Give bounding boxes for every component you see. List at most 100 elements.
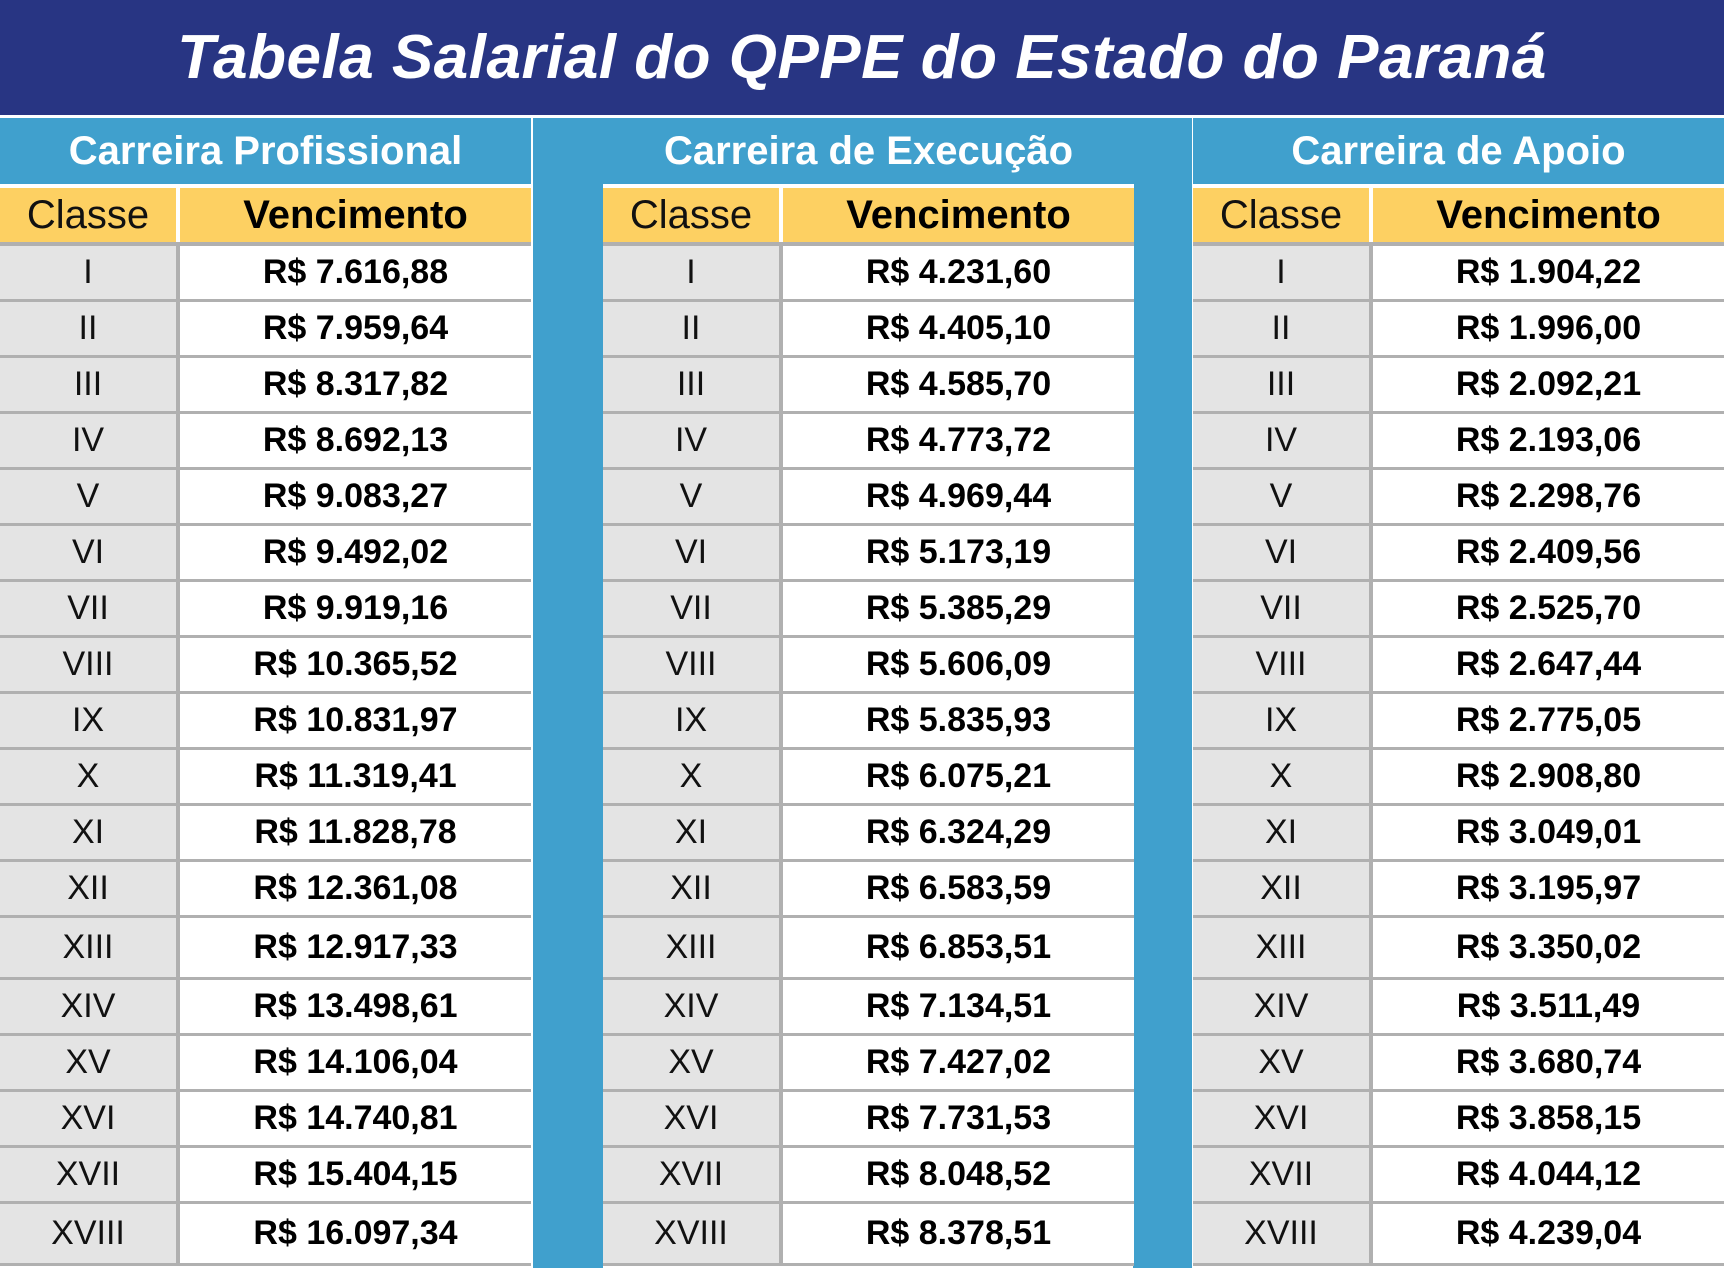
classe-cell: XIV — [1193, 980, 1373, 1033]
vencimento-cell: R$ 12.917,33 — [180, 918, 531, 977]
table-row: II R$ 4.405,10 — [603, 302, 1134, 358]
vencimento-cell: R$ 6.324,29 — [783, 806, 1134, 859]
table-row: I R$ 1.904,22 — [1193, 246, 1724, 302]
table-row: II R$ 7.959,64 — [0, 302, 531, 358]
classe-cell: VII — [603, 582, 783, 635]
classe-cell: XVII — [0, 1148, 180, 1201]
vencimento-cell: R$ 9.083,27 — [180, 470, 531, 523]
table-title: Carreira de Apoio — [1193, 118, 1724, 188]
classe-cell: II — [603, 302, 783, 355]
table-row: IX R$ 5.835,93 — [603, 694, 1134, 750]
salary-table: Carreira de Execução Classe Vencimento I… — [603, 118, 1134, 1266]
vencimento-cell: R$ 2.298,76 — [1373, 470, 1724, 523]
column-header-row: Classe Vencimento — [1193, 188, 1724, 246]
classe-cell: IV — [1193, 414, 1373, 467]
table-row: VIII R$ 10.365,52 — [0, 638, 531, 694]
classe-cell: V — [0, 470, 180, 523]
table-row: XVI R$ 7.731,53 — [603, 1092, 1134, 1148]
vencimento-cell: R$ 11.319,41 — [180, 750, 531, 803]
classe-cell: V — [603, 470, 783, 523]
vencimento-cell: R$ 1.996,00 — [1373, 302, 1724, 355]
classe-cell: III — [1193, 358, 1373, 411]
vencimento-cell: R$ 3.195,97 — [1373, 862, 1724, 915]
classe-cell: VIII — [1193, 638, 1373, 691]
table-row: VI R$ 5.173,19 — [603, 526, 1134, 582]
vencimento-cell: R$ 6.075,21 — [783, 750, 1134, 803]
table-row: XV R$ 7.427,02 — [603, 1036, 1134, 1092]
vencimento-cell: R$ 7.959,64 — [180, 302, 531, 355]
classe-cell: IX — [0, 694, 180, 747]
classe-cell: VI — [0, 526, 180, 579]
classe-cell: VI — [603, 526, 783, 579]
classe-cell: XI — [0, 806, 180, 859]
table-row: IX R$ 2.775,05 — [1193, 694, 1724, 750]
classe-cell: III — [0, 358, 180, 411]
table-row: VII R$ 5.385,29 — [603, 582, 1134, 638]
vencimento-cell: R$ 6.583,59 — [783, 862, 1134, 915]
vencimento-cell: R$ 3.858,15 — [1373, 1092, 1724, 1145]
vencimento-cell: R$ 11.828,78 — [180, 806, 531, 859]
vencimento-cell: R$ 2.647,44 — [1373, 638, 1724, 691]
table-row: V R$ 9.083,27 — [0, 470, 531, 526]
vencimento-cell: R$ 4.405,10 — [783, 302, 1134, 355]
classe-cell: VI — [1193, 526, 1373, 579]
vencimento-cell: R$ 12.361,08 — [180, 862, 531, 915]
table-row: IV R$ 4.773,72 — [603, 414, 1134, 470]
table-row: XV R$ 14.106,04 — [0, 1036, 531, 1092]
table-row: XVIII R$ 4.239,04 — [1193, 1204, 1724, 1266]
classe-cell: I — [0, 246, 180, 299]
classe-header: Classe — [0, 188, 180, 242]
classe-cell: I — [603, 246, 783, 299]
vencimento-cell: R$ 5.835,93 — [783, 694, 1134, 747]
classe-cell: VII — [0, 582, 180, 635]
classe-cell: XIII — [603, 918, 783, 977]
table-row: XVI R$ 14.740,81 — [0, 1092, 531, 1148]
table-row: VIII R$ 5.606,09 — [603, 638, 1134, 694]
table-row: V R$ 4.969,44 — [603, 470, 1134, 526]
table-row: IV R$ 8.692,13 — [0, 414, 531, 470]
classe-cell: XI — [603, 806, 783, 859]
vencimento-cell: R$ 4.773,72 — [783, 414, 1134, 467]
table-row: III R$ 4.585,70 — [603, 358, 1134, 414]
vencimento-cell: R$ 2.525,70 — [1373, 582, 1724, 635]
vencimento-cell: R$ 3.049,01 — [1373, 806, 1724, 859]
vencimento-cell: R$ 7.616,88 — [180, 246, 531, 299]
table-row: VII R$ 2.525,70 — [1193, 582, 1724, 638]
table-row: IX R$ 10.831,97 — [0, 694, 531, 750]
table-row: II R$ 1.996,00 — [1193, 302, 1724, 358]
table-row: I R$ 4.231,60 — [603, 246, 1134, 302]
vencimento-cell: R$ 2.193,06 — [1373, 414, 1724, 467]
vencimento-cell: R$ 4.239,04 — [1373, 1204, 1724, 1263]
table-title: Carreira de Execução — [603, 118, 1134, 188]
vencimento-cell: R$ 8.048,52 — [783, 1148, 1134, 1201]
salary-table: Carreira de Apoio Classe Vencimento I R$… — [1193, 118, 1724, 1266]
title-banner: Tabela Salarial do QPPE do Estado do Par… — [0, 0, 1724, 115]
vencimento-cell: R$ 14.740,81 — [180, 1092, 531, 1145]
classe-cell: IV — [603, 414, 783, 467]
classe-cell: XVIII — [1193, 1204, 1373, 1263]
classe-cell: XII — [0, 862, 180, 915]
vencimento-cell: R$ 2.409,56 — [1373, 526, 1724, 579]
vencimento-cell: R$ 9.492,02 — [180, 526, 531, 579]
vencimento-cell: R$ 6.853,51 — [783, 918, 1134, 977]
vencimento-cell: R$ 2.775,05 — [1373, 694, 1724, 747]
table-row: X R$ 2.908,80 — [1193, 750, 1724, 806]
table-row: III R$ 8.317,82 — [0, 358, 531, 414]
vencimento-cell: R$ 5.606,09 — [783, 638, 1134, 691]
vencimento-cell: R$ 2.092,21 — [1373, 358, 1724, 411]
classe-cell: XVI — [1193, 1092, 1373, 1145]
classe-cell: XV — [0, 1036, 180, 1089]
vencimento-cell: R$ 7.731,53 — [783, 1092, 1134, 1145]
vencimento-cell: R$ 8.378,51 — [783, 1204, 1134, 1263]
vencimento-cell: R$ 16.097,34 — [180, 1204, 531, 1263]
vencimento-cell: R$ 15.404,15 — [180, 1148, 531, 1201]
classe-cell: VII — [1193, 582, 1373, 635]
vencimento-cell: R$ 2.908,80 — [1373, 750, 1724, 803]
classe-cell: IV — [0, 414, 180, 467]
column-divider — [533, 118, 603, 1268]
vencimento-cell: R$ 8.692,13 — [180, 414, 531, 467]
table-row: XIII R$ 6.853,51 — [603, 918, 1134, 980]
classe-cell: I — [1193, 246, 1373, 299]
table-row: VII R$ 9.919,16 — [0, 582, 531, 638]
table-title: Carreira Profissional — [0, 118, 531, 188]
